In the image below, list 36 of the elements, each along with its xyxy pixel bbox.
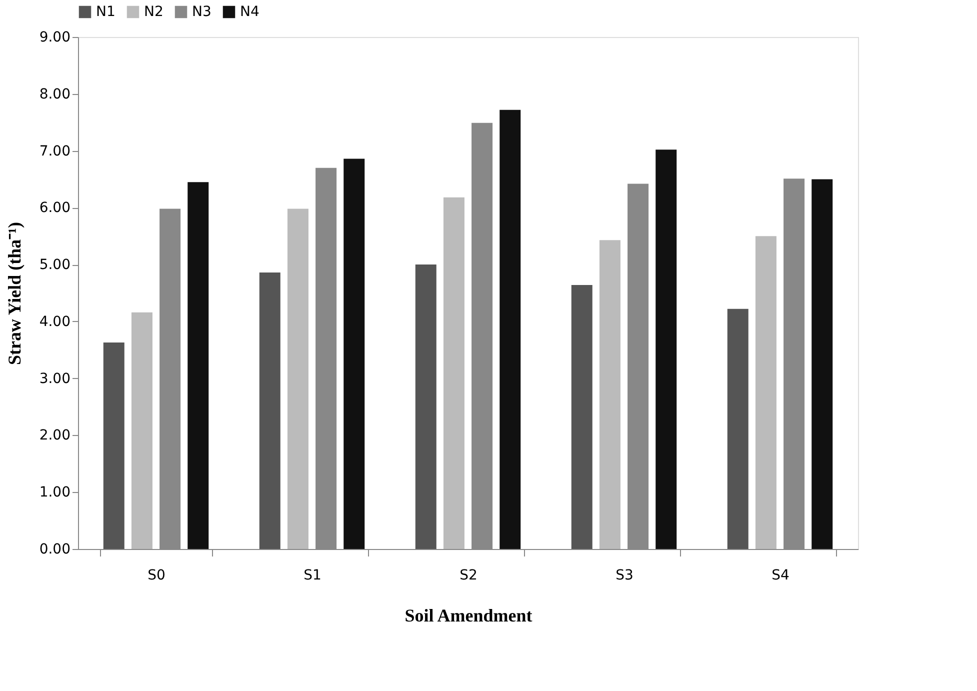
x-tick-label: S1 — [304, 568, 322, 584]
bar — [287, 208, 308, 549]
bar — [571, 285, 592, 549]
y-tick-label: 0.00 — [39, 542, 70, 558]
bar — [755, 236, 776, 549]
bar — [103, 342, 124, 549]
y-tick-label: 2.00 — [39, 428, 70, 444]
bar — [500, 110, 521, 549]
bar — [131, 312, 152, 549]
bar — [259, 272, 280, 549]
legend-label: N4 — [240, 4, 260, 20]
bar — [188, 182, 209, 549]
legend-label: N2 — [144, 4, 164, 20]
y-tick-label: 8.00 — [39, 86, 70, 102]
y-tick-label: 1.00 — [39, 484, 70, 501]
y-tick-label: 6.00 — [39, 200, 70, 216]
legend-label: N1 — [96, 4, 116, 20]
bar — [727, 308, 748, 549]
bar — [415, 264, 436, 549]
y-tick-label: 4.00 — [39, 314, 70, 330]
y-tick-label: 3.00 — [39, 370, 70, 387]
y-tick-label: 9.00 — [39, 30, 70, 46]
y-tick-label: 5.00 — [39, 257, 70, 274]
bar — [812, 179, 833, 549]
bar — [443, 197, 464, 549]
y-axis-title: Straw Yield (tha⁻¹) — [4, 222, 24, 366]
bar — [344, 158, 365, 549]
x-axis-title: Soil Amendment — [404, 606, 532, 626]
x-tick-label: S0 — [148, 568, 166, 584]
y-tick-label: 7.00 — [39, 143, 70, 160]
x-tick-label: S2 — [460, 568, 478, 584]
legend-label: N3 — [192, 4, 212, 20]
bar — [656, 150, 677, 549]
bar — [599, 240, 620, 549]
x-tick-label: S4 — [772, 568, 790, 584]
x-tick-label: S3 — [616, 568, 634, 584]
